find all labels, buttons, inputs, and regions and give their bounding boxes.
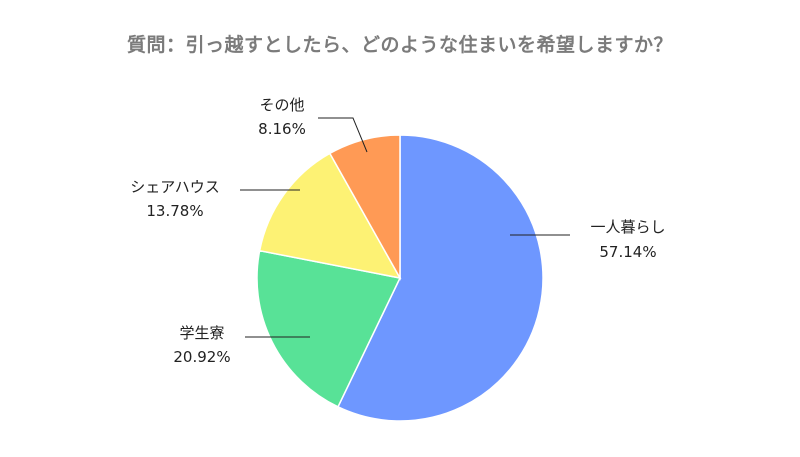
slice-value-label-1: 20.92% [173,348,230,366]
slice-value-label-2: 13.78% [146,202,203,220]
chart-title: 質問：引っ越すとしたら、どのような住まいを希望しますか？ [126,34,673,56]
slice-label-3: その他 [259,96,304,114]
pie-slice-2 [258,152,402,280]
pie-slice-3 [328,134,401,281]
slice-label-0: 一人暮らし [590,218,665,236]
pie-slice-1 [256,249,402,408]
pie-slice-0 [336,134,544,422]
slice-label-1: 学生寮 [179,324,224,342]
slice-value-label-0: 57.14% [599,243,656,261]
leader-line-3 [318,117,368,153]
slice-label-2: シェアハウス [130,178,219,196]
slice-value-label-3: 8.16% [258,120,306,138]
